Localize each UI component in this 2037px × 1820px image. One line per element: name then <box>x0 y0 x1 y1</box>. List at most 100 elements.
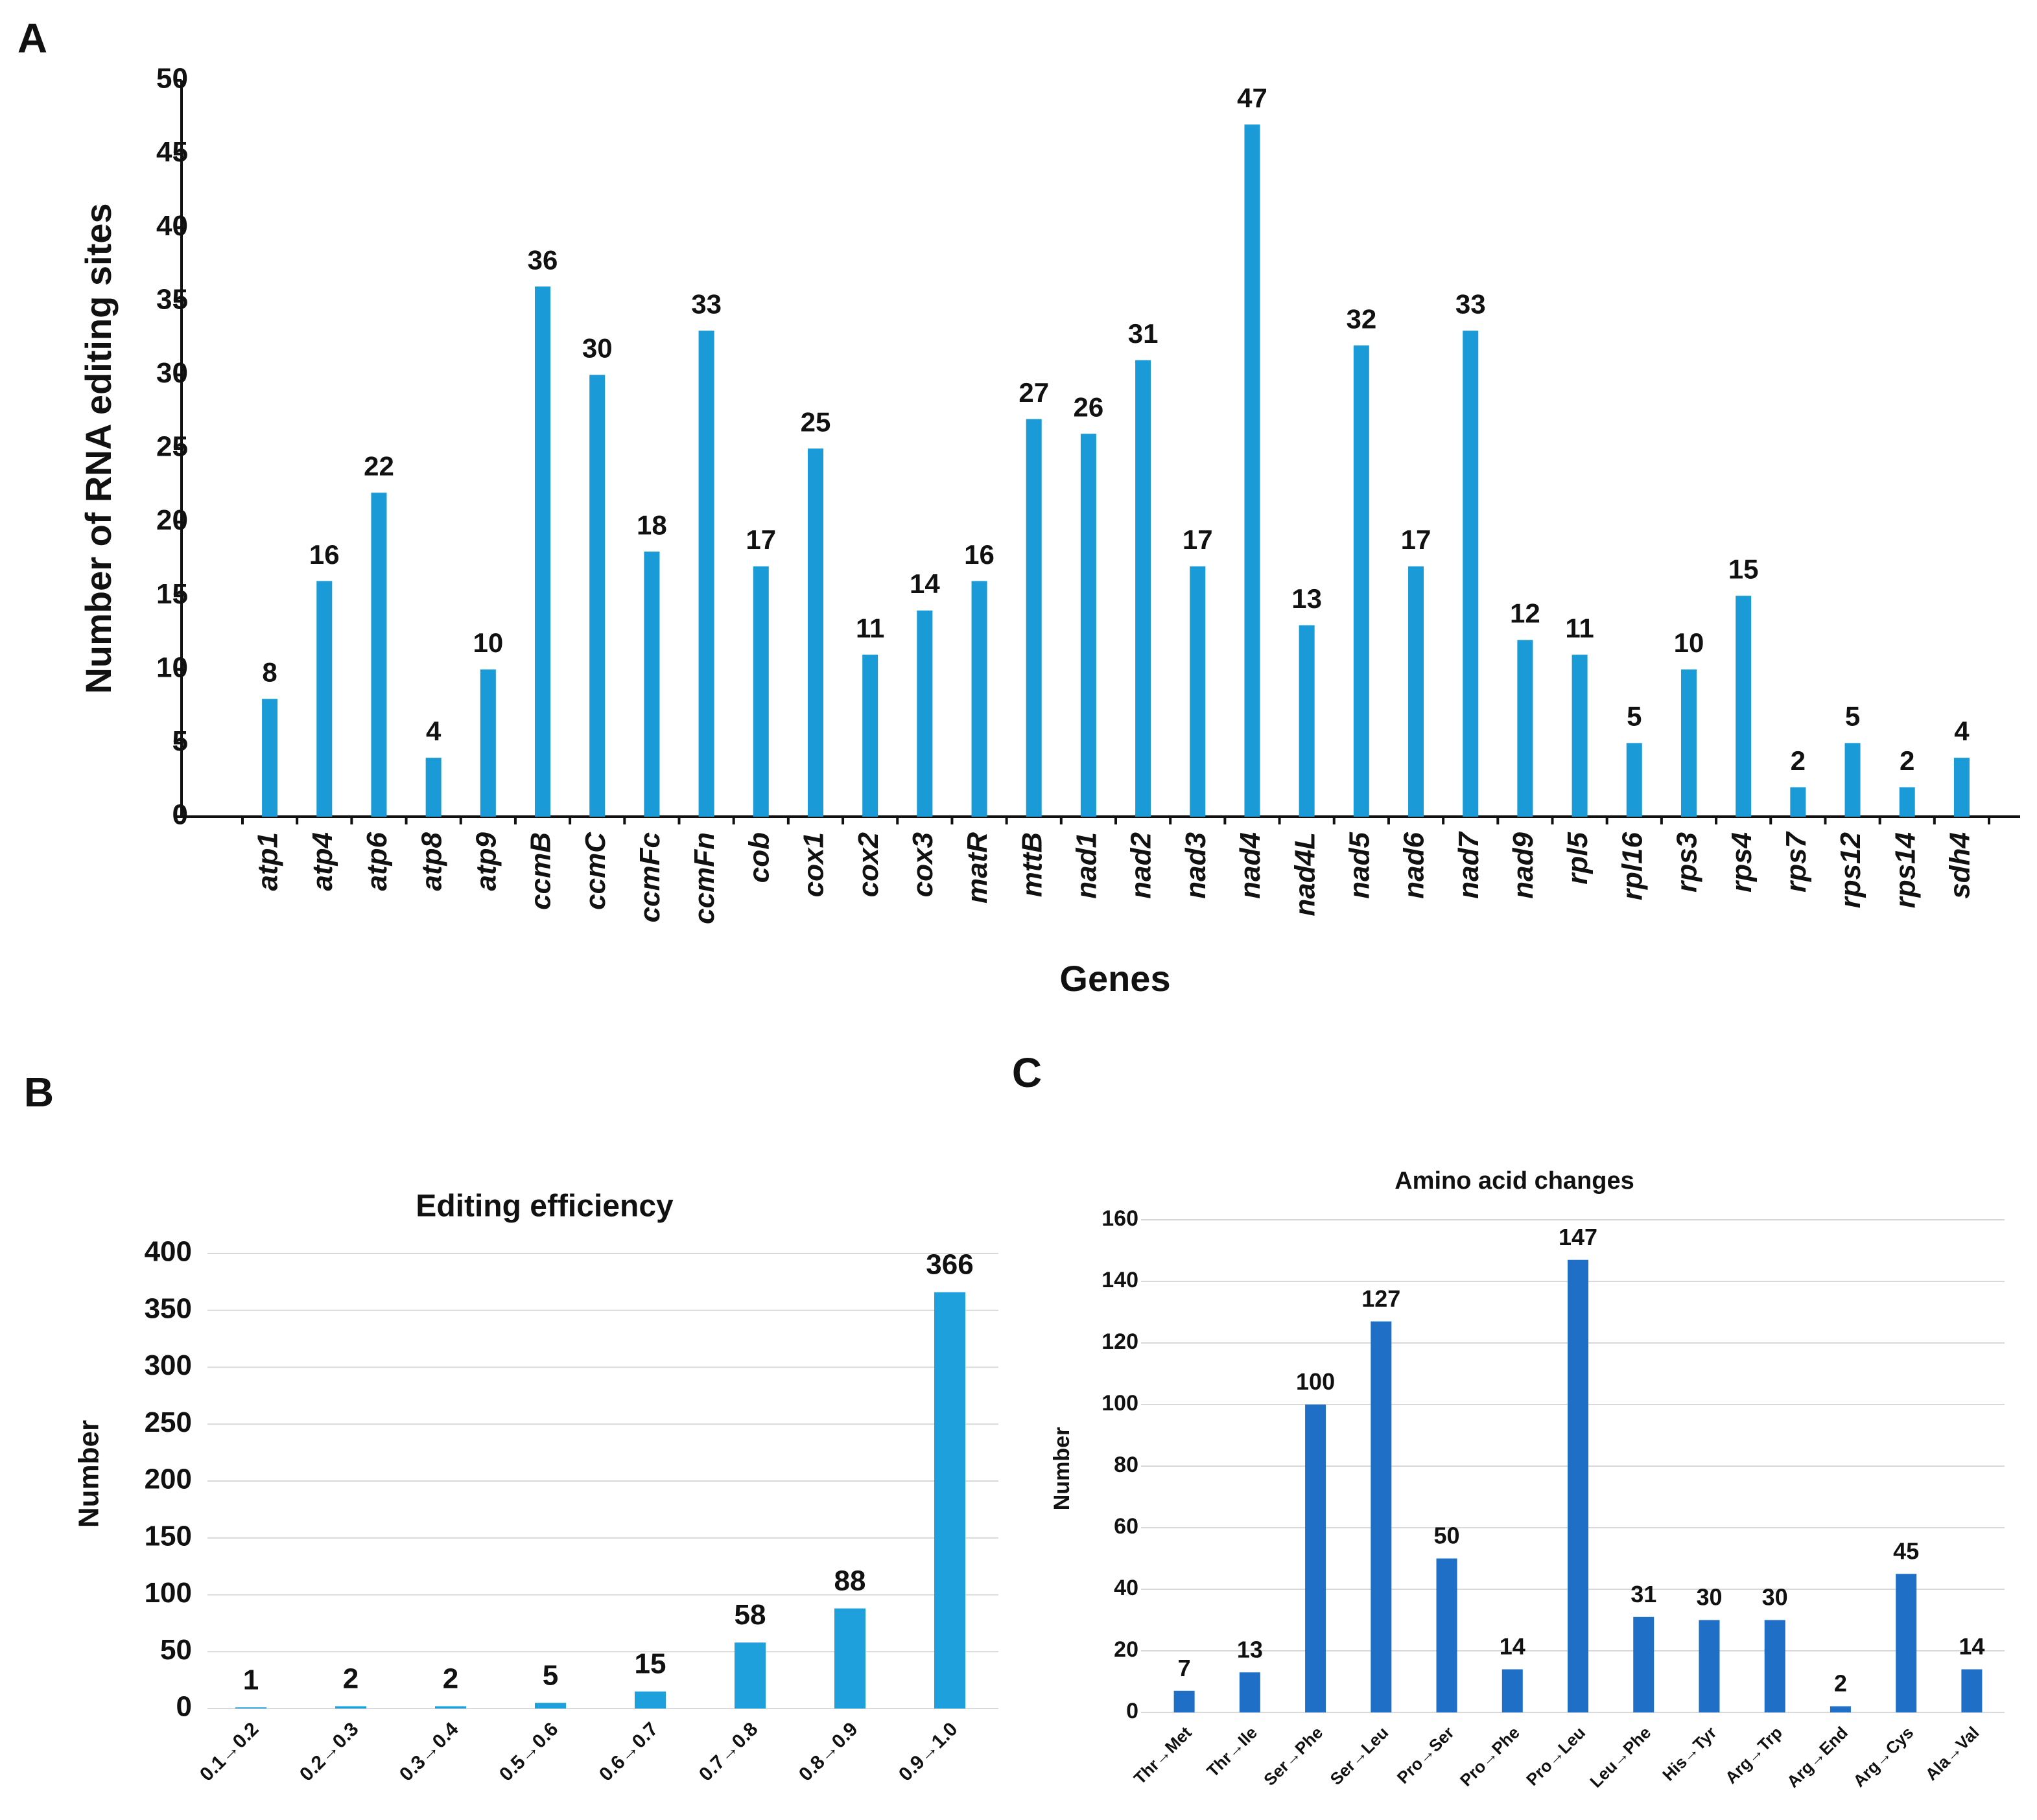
x-tick-label: 0.2→0.3 <box>296 1718 363 1786</box>
x-tick-label: ccmC <box>580 832 611 910</box>
value-label: 33 <box>691 289 722 320</box>
bar <box>1680 669 1697 817</box>
bar <box>1830 1706 1851 1712</box>
bar <box>834 1608 865 1709</box>
bar <box>1408 566 1424 817</box>
x-tick-label: 0.3→0.4 <box>395 1718 463 1786</box>
x-tick-label: atp4 <box>307 832 338 891</box>
x-tick-label: 0.5→0.6 <box>495 1718 563 1786</box>
x-tick-label: nad4L <box>1289 832 1321 916</box>
value-label: 5 <box>1627 701 1642 732</box>
value-label: 32 <box>1346 303 1376 334</box>
y-tick-label: 400 <box>145 1236 192 1268</box>
value-label: 127 <box>1361 1285 1400 1312</box>
x-tick-label: nad7 <box>1453 830 1485 898</box>
bar <box>1244 124 1260 817</box>
value-label: 12 <box>1510 598 1540 629</box>
bar <box>1173 1690 1195 1712</box>
bar <box>1135 360 1151 817</box>
x-tick-label: nad4 <box>1234 832 1266 899</box>
bar <box>1299 625 1315 817</box>
value-label: 8 <box>262 657 277 688</box>
bar <box>1371 1321 1392 1712</box>
y-tick-label: 35 <box>156 283 188 315</box>
x-tick-label: His→Tyr <box>1658 1723 1720 1784</box>
x-tick-label: nad3 <box>1180 832 1212 899</box>
y-tick-label: 50 <box>160 1634 192 1666</box>
chart-title: Amino acid changes <box>1395 1167 1634 1195</box>
bar <box>934 1292 965 1709</box>
value-label: 30 <box>1762 1584 1788 1611</box>
x-tick-label: rps14 <box>1889 832 1921 908</box>
x-tick-label: nad2 <box>1125 832 1157 898</box>
x-tick-label: rps12 <box>1835 832 1866 908</box>
x-tick-label: cox3 <box>907 832 939 897</box>
bar <box>1239 1672 1260 1712</box>
value-label: 2 <box>343 1663 359 1695</box>
y-tick-label: 15 <box>156 578 188 610</box>
x-tick-label: Ala→Val <box>1922 1723 1983 1784</box>
y-tick-label: 40 <box>156 210 188 242</box>
x-tick-label: Pro→Leu <box>1522 1723 1589 1790</box>
bar <box>698 331 714 817</box>
y-axis-title: Number <box>73 1420 105 1528</box>
value-label: 58 <box>735 1599 766 1631</box>
value-label: 366 <box>926 1249 973 1281</box>
bar <box>1190 566 1206 817</box>
value-label: 2 <box>1900 745 1914 776</box>
x-tick-label: Arg→End <box>1783 1723 1852 1791</box>
value-label: 25 <box>801 406 831 437</box>
x-tick-label: nad6 <box>1398 832 1430 898</box>
x-tick-label: nad1 <box>1071 832 1103 899</box>
bar <box>917 610 933 817</box>
x-tick-label: Ser→Phe <box>1260 1723 1326 1790</box>
x-tick-label: ccmFc <box>634 832 666 922</box>
bar <box>1844 743 1861 817</box>
bar <box>1896 1574 1917 1712</box>
value-label: 30 <box>1696 1584 1722 1611</box>
value-label: 10 <box>1674 627 1704 658</box>
panel-label: B <box>24 1069 54 1115</box>
x-tick-label: Pro→Ser <box>1393 1723 1458 1788</box>
y-tick-label: 0 <box>172 799 188 831</box>
y-tick-label: 100 <box>145 1577 192 1609</box>
value-label: 17 <box>746 524 776 555</box>
x-tick-label: 0.8→0.9 <box>795 1718 862 1786</box>
value-label: 4 <box>426 716 442 746</box>
x-tick-label: sdh4 <box>1944 832 1976 899</box>
x-tick-label: Thr→Met <box>1130 1723 1195 1788</box>
bar <box>535 1703 566 1709</box>
bar <box>1436 1558 1457 1712</box>
value-label: 47 <box>1237 82 1267 113</box>
y-tick-label: 350 <box>145 1292 192 1324</box>
value-label: 147 <box>1559 1224 1597 1250</box>
y-tick-label: 150 <box>145 1520 192 1552</box>
value-label: 13 <box>1237 1636 1263 1662</box>
x-tick-label: rps7 <box>1780 830 1812 892</box>
bar <box>1080 434 1096 817</box>
value-label: 22 <box>364 450 394 481</box>
value-label: 14 <box>910 568 940 599</box>
bar <box>1568 1259 1588 1712</box>
value-label: 45 <box>1893 1537 1919 1564</box>
x-tick-label: atp1 <box>252 832 284 891</box>
y-axis-title: Number of RNA editing sites <box>78 203 119 694</box>
x-tick-label: rps3 <box>1671 832 1703 892</box>
bar <box>589 375 606 817</box>
bar <box>635 1691 666 1709</box>
bar <box>1953 758 1970 817</box>
value-label: 17 <box>1401 524 1431 555</box>
y-tick-label: 20 <box>156 504 188 536</box>
value-label: 11 <box>1565 612 1594 643</box>
value-label: 50 <box>1434 1522 1460 1549</box>
value-label: 88 <box>834 1565 866 1597</box>
y-axis-title: Number <box>1050 1427 1074 1510</box>
y-tick-label: 200 <box>145 1464 192 1495</box>
bar <box>371 493 387 817</box>
x-tick-label: Pro→Phe <box>1456 1723 1524 1790</box>
value-label: 33 <box>1455 289 1486 320</box>
bar <box>753 566 769 817</box>
bar <box>1699 1620 1720 1712</box>
value-label: 1 <box>243 1664 259 1696</box>
